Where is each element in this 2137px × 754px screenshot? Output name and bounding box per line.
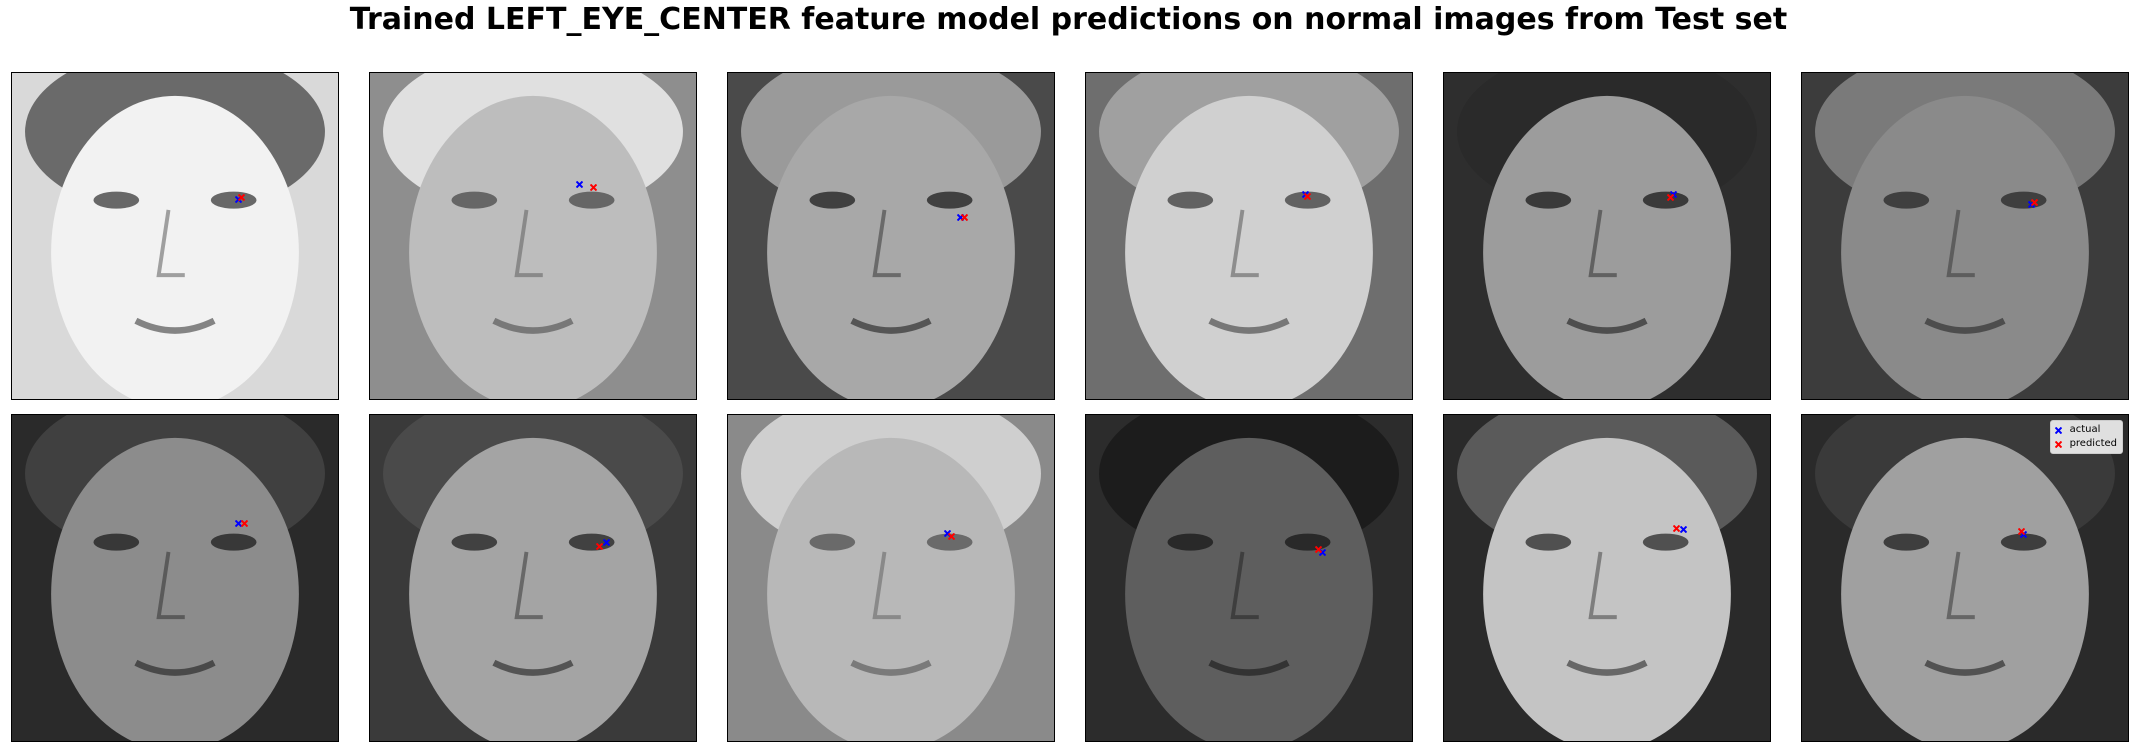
predicted-marker — [1666, 194, 1674, 202]
predicted-marker — [2018, 527, 2026, 535]
face-photo — [1444, 73, 1770, 399]
face-image-panel — [1443, 72, 1771, 400]
face-photo — [1086, 73, 1412, 399]
face-photo — [1802, 73, 2128, 399]
face-photo — [728, 73, 1054, 399]
legend-predicted-label: predicted — [2069, 438, 2117, 449]
actual-marker — [576, 181, 584, 189]
face-photo — [1802, 415, 2128, 741]
face-photo — [370, 73, 696, 399]
face-image-panel — [369, 72, 697, 400]
predicted-marker — [589, 184, 597, 192]
face-image-panel — [727, 72, 1055, 400]
face-image-panel — [11, 72, 339, 400]
face-image-panel — [1085, 414, 1413, 742]
legend-actual-label: actual — [2069, 424, 2101, 435]
face-photo — [12, 415, 338, 741]
face-image-panel — [1085, 72, 1413, 400]
face-image-panel: actual predicted — [1801, 414, 2129, 742]
actual-marker — [234, 519, 242, 527]
legend: actual predicted — [2049, 420, 2123, 454]
face-photo — [1086, 415, 1412, 741]
legend-actual-marker-icon — [2054, 426, 2062, 434]
predicted-marker — [960, 213, 968, 221]
predicted-marker — [596, 542, 604, 550]
predicted-marker — [1303, 192, 1311, 200]
face-photo — [1444, 415, 1770, 741]
predicted-marker — [947, 532, 955, 540]
predicted-marker — [1315, 545, 1323, 553]
figure-title: Trained LEFT_EYE_CENTER feature model pr… — [349, 2, 1788, 37]
face-image-panel — [727, 414, 1055, 742]
predicted-marker — [1673, 524, 1681, 532]
face-image-panel — [11, 414, 339, 742]
face-photo — [12, 73, 338, 399]
legend-predicted-marker-icon — [2054, 440, 2062, 448]
face-image-panel — [369, 414, 697, 742]
face-image-panel — [1801, 72, 2129, 400]
predicted-marker — [2031, 199, 2039, 207]
actual-marker — [602, 539, 610, 547]
face-photo — [728, 415, 1054, 741]
face-photo — [370, 415, 696, 741]
face-image-panel — [1443, 414, 1771, 742]
predicted-marker — [241, 519, 249, 527]
predicted-marker — [238, 194, 246, 202]
actual-marker — [1679, 526, 1687, 534]
legend-item-predicted: predicted — [2054, 437, 2117, 451]
legend-item-actual: actual — [2054, 423, 2117, 437]
